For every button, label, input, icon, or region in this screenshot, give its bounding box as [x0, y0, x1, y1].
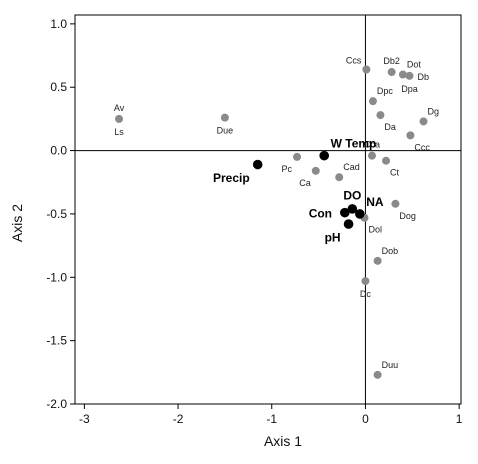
- x-tick-label: -1: [266, 412, 277, 426]
- x-tick-label: 0: [362, 412, 369, 426]
- env-label-do: DO: [343, 189, 361, 203]
- env-label-ph: pH: [325, 230, 341, 244]
- env-point-do: [347, 204, 358, 214]
- species-label-av: Av: [114, 103, 125, 113]
- env-point-na: [355, 209, 365, 219]
- species-point-dot: [398, 70, 407, 79]
- species-label-dol: Dol: [369, 225, 383, 235]
- species-label-cad: Cad: [343, 162, 360, 172]
- species-label-dpc: Dpc: [377, 86, 394, 96]
- species-label-due: Due: [217, 126, 234, 136]
- plot-frame: [74, 14, 462, 405]
- env-label-precip: Precip: [213, 171, 250, 185]
- y-axis-title: Axis 2: [9, 204, 25, 242]
- env-point-ph: [343, 219, 354, 229]
- species-label-ls: Ls: [114, 127, 124, 137]
- species-label-duu: Duu: [382, 360, 399, 370]
- species-label-dob: Dob: [382, 246, 399, 256]
- species-point-ca: [311, 166, 320, 175]
- species-point-dpc: [368, 97, 377, 106]
- species-label-ct: Ct: [390, 168, 399, 178]
- y-tick-label: -2.0: [46, 397, 67, 411]
- species-point-av: [115, 114, 124, 123]
- x-tick-label: 1: [456, 412, 463, 426]
- x-tick-label: -2: [173, 412, 184, 426]
- species-label-dot: Dot: [407, 60, 422, 70]
- env-label-w-temp: W Temp: [331, 137, 377, 151]
- species-point-dob: [373, 256, 382, 265]
- species-label-dpa: Dpa: [401, 84, 418, 94]
- x-axis-title: Axis 1: [264, 433, 302, 449]
- species-label-pc: Pc: [282, 164, 293, 174]
- species-label-db: Db: [417, 72, 429, 82]
- species-point-duu: [373, 370, 382, 379]
- species-point-due: [220, 113, 229, 122]
- env-point-w-temp: [319, 150, 330, 161]
- y-tick-label: 0.5: [50, 80, 67, 94]
- species-label-dc: Dc: [360, 289, 371, 299]
- env-label-na: NA: [366, 195, 384, 209]
- species-point-dog: [391, 199, 400, 208]
- y-axis-ticks: 1.0 0.5 0.0 -0.5 -1.0 -1.5 -2.0: [46, 17, 75, 411]
- species-label-dog: Dog: [399, 211, 416, 221]
- y-tick-label: -0.5: [46, 207, 67, 221]
- species-label-da: Da: [384, 122, 396, 132]
- data-labels: Av Ls Due Ccs Db2 Dot Db Dpa Dpc Dg Da Ccc Cca Ct Pc Ca…: [114, 55, 439, 369]
- species-label-dg: Dg: [428, 106, 440, 116]
- species-label-ca: Ca: [299, 178, 311, 188]
- species-point-dg: [419, 117, 428, 126]
- y-tick-label: -1.5: [46, 334, 67, 348]
- species-point-db: [405, 71, 414, 80]
- env-point-precip: [252, 159, 263, 170]
- x-tick-label: -3: [79, 412, 90, 426]
- species-point-pc: [293, 152, 302, 161]
- species-label-ccs: Ccs: [346, 55, 362, 65]
- y-tick-label: 1.0: [50, 17, 67, 31]
- species-point-ccc: [406, 131, 415, 140]
- species-label-cca: Cca: [364, 140, 380, 150]
- species-point-ccs: [362, 65, 371, 74]
- species-point-da: [376, 111, 385, 120]
- env-label-con: Con: [309, 206, 332, 220]
- species-point-cca: [367, 151, 376, 160]
- species-label-db2: Db2: [383, 56, 400, 66]
- species-point-db2: [387, 68, 396, 77]
- species-point-dc: [361, 277, 370, 286]
- species-point-cad: [335, 173, 344, 182]
- species-point-ct: [382, 156, 391, 165]
- species-label-ccc: Ccc: [414, 142, 430, 152]
- y-tick-label: 0.0: [50, 144, 67, 158]
- env-point-con: [340, 207, 350, 218]
- y-tick-label: -1.0: [46, 270, 67, 284]
- data-points: [115, 65, 428, 379]
- x-axis-ticks: -3 -2 -1 0 1: [79, 404, 463, 426]
